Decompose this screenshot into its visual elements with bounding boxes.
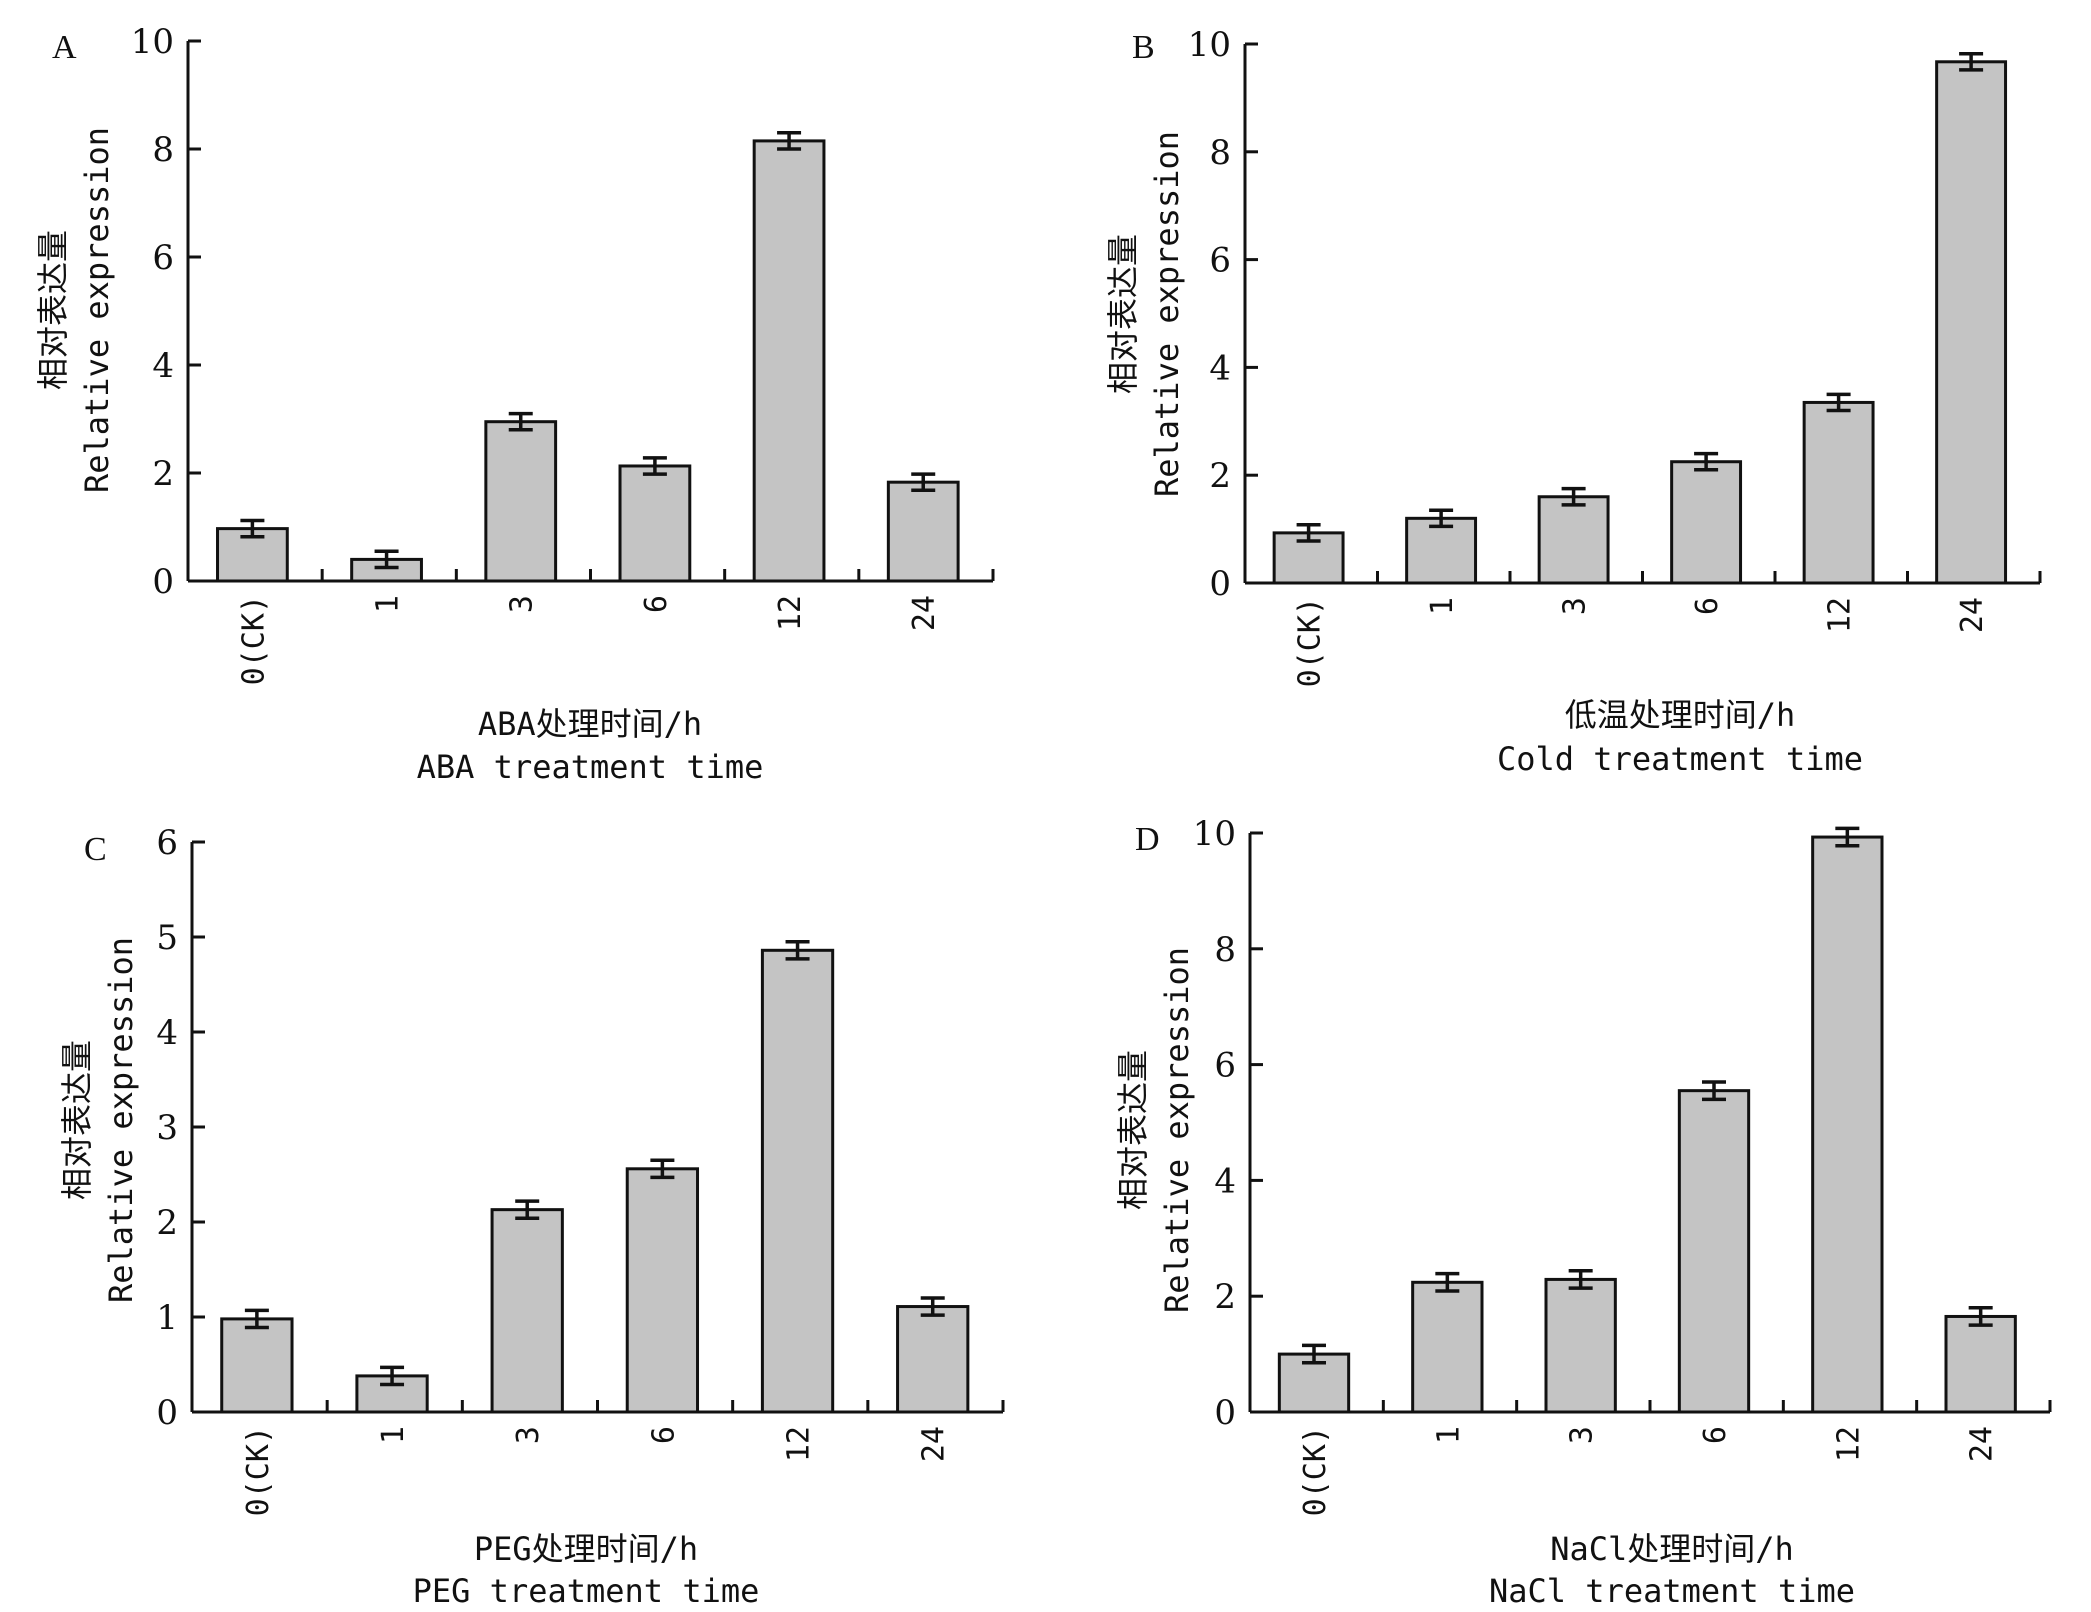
bar-6 (1677, 1089, 1751, 1414)
bar-24 (1935, 60, 2008, 585)
y-axis-label-en: Relative expression (102, 937, 140, 1303)
x-category-label: 24 (917, 1426, 952, 1462)
x-category-label: 24 (1965, 1426, 2000, 1462)
x-axis-label-cn: ABA处理时间/h (478, 705, 702, 743)
y-axis-label-en: Relative expression (1158, 947, 1196, 1313)
y-tick-label: 8 (152, 130, 174, 170)
x-category-label: 0(CK) (241, 1426, 276, 1516)
panel-letter: A (52, 29, 77, 66)
y-tick-label: 10 (1193, 814, 1236, 854)
bar-12 (1811, 835, 1884, 1414)
y-axis-label-cn: 相对表达量 (1114, 1050, 1152, 1210)
bar-12 (752, 139, 826, 583)
x-category-label: 1 (1425, 597, 1460, 615)
x-axis-label-en: PEG treatment time (413, 1572, 760, 1610)
y-tick-label: 2 (1209, 456, 1231, 496)
x-category-label: 6 (646, 1426, 681, 1444)
y-tick-label: 10 (1188, 25, 1231, 65)
bar-3 (484, 420, 558, 583)
y-tick-label: 2 (1214, 1277, 1236, 1317)
x-axis-label-en: ABA treatment time (417, 748, 764, 786)
x-category-label: 6 (1698, 1426, 1733, 1444)
y-axis-label-en: Relative expression (1148, 131, 1186, 497)
x-category-label: 24 (1955, 597, 1990, 633)
panel-letter: B (1132, 29, 1155, 66)
x-axis-label-cn: 低温处理时间/h (1565, 696, 1796, 734)
bar-3 (490, 1208, 564, 1414)
y-tick-label: 8 (1214, 930, 1236, 970)
panel-b: B 相对表达量 Relative expression 低温处理时间/h Col… (1104, 25, 2042, 778)
bar-3 (1544, 1277, 1617, 1414)
x-axis-label-cn: NaCl处理时间/h (1550, 1530, 1794, 1568)
x-axis-label-en: NaCl treatment time (1489, 1572, 1855, 1610)
x-category-label: 6 (639, 595, 674, 613)
bar-12 (760, 948, 835, 1414)
y-tick-label: 4 (152, 346, 174, 386)
x-category-label: 12 (1823, 597, 1858, 633)
x-category-label: 3 (1558, 597, 1593, 615)
x-category-label: 1 (1431, 1426, 1466, 1444)
y-tick-label: 6 (1209, 241, 1231, 281)
y-tick-label: 4 (1214, 1161, 1236, 1201)
x-category-label: 1 (376, 1426, 411, 1444)
bar-1 (1411, 1280, 1484, 1414)
bar-24 (896, 1305, 970, 1414)
bar-24 (886, 480, 960, 583)
y-axis-label-en: Relative expression (78, 127, 116, 493)
panel-letter: C (84, 831, 107, 868)
panel-a: A 相对表达量 Relative expression ABA处理时间/h AB… (34, 22, 995, 786)
x-category-label: 3 (505, 595, 540, 613)
x-category-label: 0(CK) (236, 595, 271, 685)
y-tick-label: 4 (156, 1013, 178, 1053)
x-category-label: 3 (511, 1426, 546, 1444)
y-tick-label: 1 (156, 1298, 178, 1338)
y-axis-label-cn: 相对表达量 (34, 230, 72, 390)
bar-6 (625, 1167, 700, 1414)
y-tick-label: 6 (156, 823, 178, 863)
x-category-label: 0(CK) (1298, 1426, 1333, 1516)
y-tick-label: 4 (1209, 348, 1231, 388)
x-category-label: 6 (1690, 597, 1725, 615)
bar-0ck (216, 527, 289, 583)
y-tick-label: 6 (152, 238, 174, 278)
bar-0ck (220, 1317, 294, 1414)
y-tick-label: 0 (1214, 1393, 1236, 1433)
y-tick-label: 3 (156, 1108, 178, 1148)
x-category-label: 0(CK) (1293, 597, 1328, 687)
y-tick-label: 2 (152, 454, 174, 494)
y-tick-label: 0 (1209, 564, 1231, 604)
y-tick-label: 2 (156, 1203, 178, 1243)
panel-letter: D (1135, 821, 1160, 858)
x-axis-label-cn: PEG处理时间/h (474, 1530, 698, 1568)
y-tick-label: 0 (156, 1393, 178, 1433)
x-category-label: 12 (782, 1426, 817, 1462)
bar-3 (1537, 495, 1610, 585)
x-category-label: 3 (1565, 1426, 1600, 1444)
y-tick-label: 10 (131, 22, 174, 62)
y-tick-label: 0 (152, 562, 174, 602)
x-category-label: 12 (773, 595, 808, 631)
panel-c: C 相对表达量 Relative expression PEG处理时间/h PE… (58, 823, 1005, 1610)
y-tick-label: 6 (1214, 1046, 1236, 1086)
bar-1 (1405, 516, 1478, 585)
y-axis-label-cn: 相对表达量 (58, 1040, 96, 1200)
x-category-label: 1 (371, 595, 406, 613)
y-axis-label-cn: 相对表达量 (1104, 234, 1142, 394)
bar-6 (618, 464, 692, 583)
x-category-label: 24 (907, 595, 942, 631)
x-category-label: 12 (1831, 1426, 1866, 1462)
bar-12 (1802, 400, 1875, 585)
x-axis-label-en: Cold treatment time (1497, 740, 1863, 778)
bar-6 (1670, 460, 1743, 585)
panel-d: D 相对表达量 Relative expression NaCl处理时间/h N… (1114, 814, 2052, 1610)
y-tick-label: 8 (1209, 133, 1231, 173)
bar-24 (1944, 1314, 2017, 1414)
y-tick-label: 5 (156, 918, 178, 958)
